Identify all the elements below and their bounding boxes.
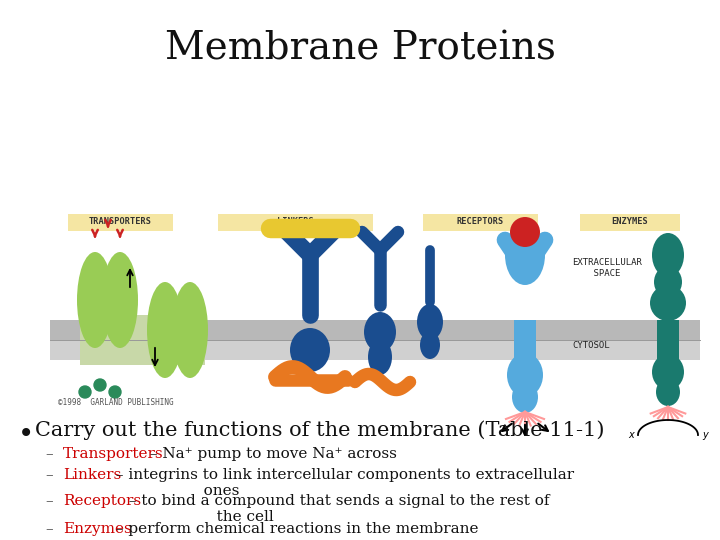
Text: Enzymes: Enzymes [63,522,132,536]
Text: y: y [702,430,708,440]
Ellipse shape [652,354,684,390]
Text: •: • [18,420,35,448]
Ellipse shape [650,285,686,321]
Text: CYTOSOL: CYTOSOL [572,341,610,349]
Circle shape [94,379,106,391]
Ellipse shape [368,339,392,375]
Ellipse shape [102,252,138,348]
Text: EXTRACELLULAR
    SPACE: EXTRACELLULAR SPACE [572,258,642,278]
Text: –: – [45,447,53,461]
Ellipse shape [505,225,545,285]
Bar [217,213,372,231]
Text: LINKERS: LINKERS [276,218,313,226]
Text: – Na⁺ pump to move Na⁺ across: – Na⁺ pump to move Na⁺ across [145,447,397,461]
Ellipse shape [507,353,543,397]
Ellipse shape [417,304,443,340]
Bar [580,213,680,231]
Ellipse shape [656,378,680,406]
Text: ©1998  GARLAND PUBLISHING: ©1998 GARLAND PUBLISHING [58,398,174,407]
Bar [423,213,538,231]
Ellipse shape [510,217,540,247]
Text: ENZYMES: ENZYMES [611,218,649,226]
Text: RECEPTORS: RECEPTORS [456,218,503,226]
Ellipse shape [364,312,396,352]
Bar [657,320,679,360]
Text: –: – [45,468,53,482]
Text: –: – [45,522,53,536]
Text: – to bind a compound that sends a signal to the rest of
                   the c: – to bind a compound that sends a signal… [125,494,550,524]
Bar [50,320,700,340]
Text: Receptors: Receptors [63,494,141,508]
Text: Membrane Proteins: Membrane Proteins [165,30,555,67]
Text: – integrins to link intercellular components to extracellular
                  : – integrins to link intercellular compon… [111,468,574,498]
Bar [514,320,536,360]
Ellipse shape [652,233,684,277]
Text: Transporters: Transporters [63,447,163,461]
Ellipse shape [654,266,682,298]
Ellipse shape [172,282,208,378]
Text: TRANSPORTERS: TRANSPORTERS [89,218,151,226]
Text: –: – [45,494,53,508]
Circle shape [109,386,121,398]
Ellipse shape [147,282,183,378]
Ellipse shape [77,252,113,348]
Bar [50,340,700,360]
Ellipse shape [420,331,440,359]
Text: x: x [629,430,634,440]
Text: – perform chemical reactions in the membrane: – perform chemical reactions in the memb… [111,522,478,536]
Text: Linkers: Linkers [63,468,121,482]
Text: Carry out the functions of the membrane (Table 11-1): Carry out the functions of the membrane … [35,420,605,440]
Bar [80,315,205,365]
Ellipse shape [512,381,538,413]
Ellipse shape [290,328,330,372]
Circle shape [79,386,91,398]
Bar [68,213,173,231]
